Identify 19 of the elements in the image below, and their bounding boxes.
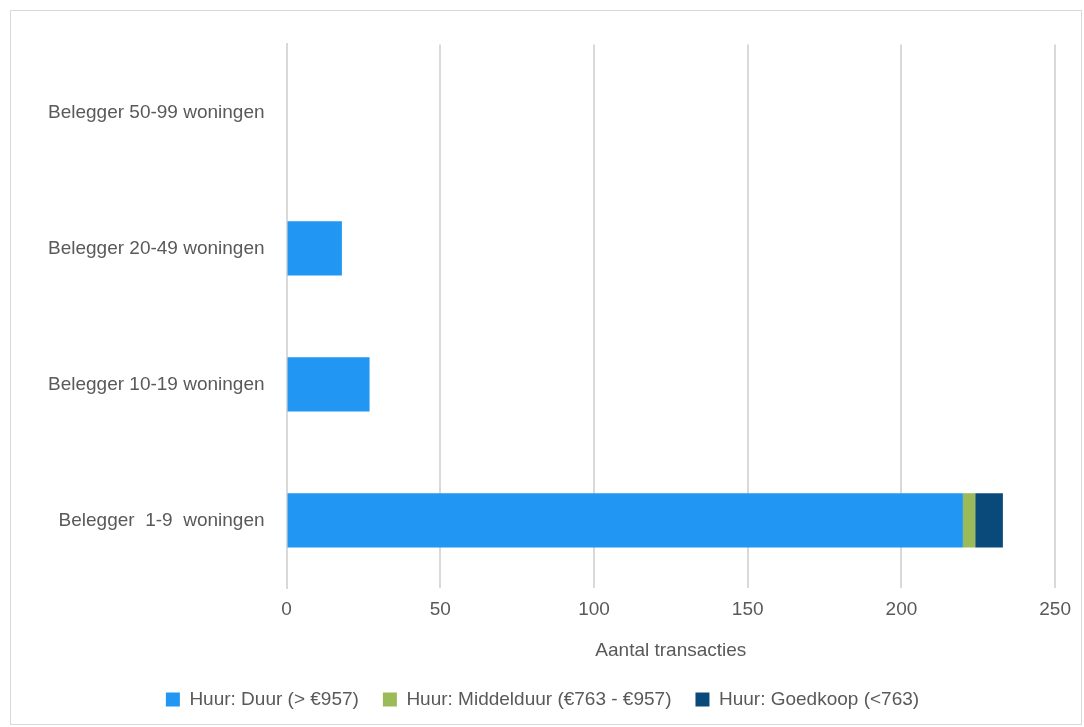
bar (975, 493, 1003, 548)
y-tick-label: Belegger 50-99 woningen (47, 100, 265, 122)
y-tick-label: Belegger 10-19 woningen (47, 372, 265, 394)
legend-label: Huur: Middelduur (€763 - €957) (406, 687, 672, 709)
bar (287, 493, 963, 548)
x-tick-label: 50 (429, 598, 451, 620)
x-tick-label: 150 (731, 598, 764, 620)
x-tick-label: 250 (1039, 598, 1071, 620)
bar (287, 357, 370, 412)
x-tick-label: 100 (578, 598, 610, 620)
bar (962, 493, 976, 548)
y-tick-label: Belegger 20-49 woningen (47, 236, 265, 258)
x-axis-title: Aantal transacties (595, 638, 747, 660)
y-tick-label: Belegger 1-9 woningen (58, 508, 265, 530)
bar (287, 221, 342, 276)
legend-label: Huur: Duur (> €957) (189, 687, 359, 709)
x-tick-label: 0 (281, 598, 292, 620)
legend-label: Huur: Goedkoop (<763) (718, 687, 920, 709)
x-tick-label: 200 (885, 598, 918, 620)
